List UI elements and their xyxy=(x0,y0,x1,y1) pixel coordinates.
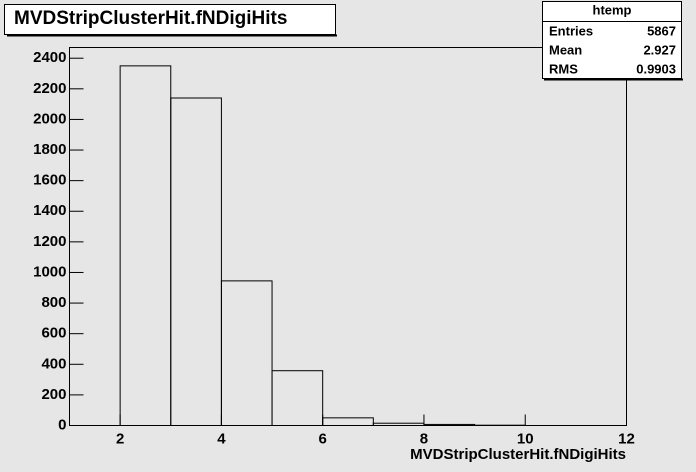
stats-value: 0.9903 xyxy=(636,61,676,76)
y-tick-label: 400 xyxy=(41,355,66,372)
x-axis-label: MVDStripClusterHit.fNDigiHits xyxy=(410,446,626,463)
y-tick-label: 1400 xyxy=(33,202,66,219)
stats-label: RMS xyxy=(549,61,578,76)
x-tick-label: 12 xyxy=(618,430,635,447)
stats-value: 5867 xyxy=(647,23,676,38)
y-tick-label: 800 xyxy=(41,294,66,311)
y-tick-label: 1800 xyxy=(33,141,66,158)
y-tick-label: 2400 xyxy=(33,49,66,66)
stats-value: 2.927 xyxy=(643,42,676,57)
x-tick-label: 6 xyxy=(319,430,327,447)
bar xyxy=(220,280,273,426)
x-tick-label: 2 xyxy=(116,430,124,447)
bar xyxy=(322,417,374,426)
y-tick-label: 200 xyxy=(41,386,66,403)
y-tick-label: 0 xyxy=(58,416,66,433)
y-tick-label: 1200 xyxy=(33,233,66,250)
stats-label: Entries xyxy=(549,23,593,38)
stats-label: Mean xyxy=(549,42,582,57)
y-tick-label: 2000 xyxy=(33,110,66,127)
x-tick-label: 10 xyxy=(517,430,534,447)
title-box xyxy=(4,4,336,35)
chart-title: MVDStripClusterHit.fNDigiHits xyxy=(14,8,287,29)
stats-title: htemp xyxy=(593,2,632,17)
y-tick-label: 1600 xyxy=(33,172,66,189)
y-tick-label: 2200 xyxy=(33,80,66,97)
frame xyxy=(69,47,627,426)
y-tick-label: 1000 xyxy=(33,263,66,280)
bar xyxy=(271,370,324,426)
bar xyxy=(170,97,222,427)
x-tick-label: 8 xyxy=(420,430,428,447)
x-tick-label: 4 xyxy=(217,430,226,447)
y-tick-label: 600 xyxy=(41,325,66,342)
